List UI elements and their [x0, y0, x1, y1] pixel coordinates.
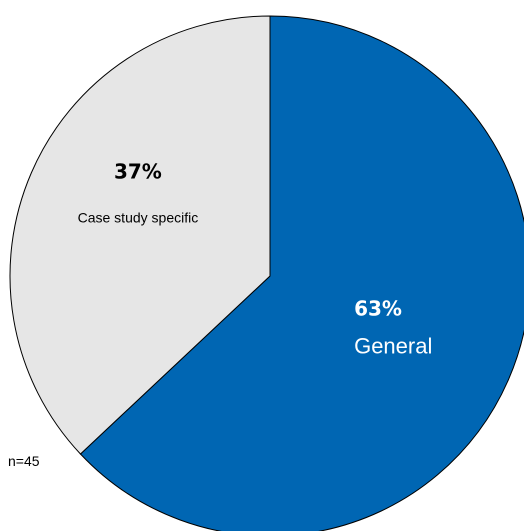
pie-slice-general	[79, 15, 524, 531]
slice-category-label: Case study specific	[78, 209, 199, 225]
slice-category-label: General	[354, 334, 432, 359]
slice-percent-label: 63%	[354, 297, 402, 321]
slice-percent-label: 37%	[114, 159, 162, 183]
pie-slices	[9, 15, 524, 531]
sample-size-note: n=45	[8, 453, 40, 469]
pie-labels: 63% General 37% Case study specific	[78, 159, 433, 358]
pie-slice-case-study-specific	[9, 15, 271, 455]
